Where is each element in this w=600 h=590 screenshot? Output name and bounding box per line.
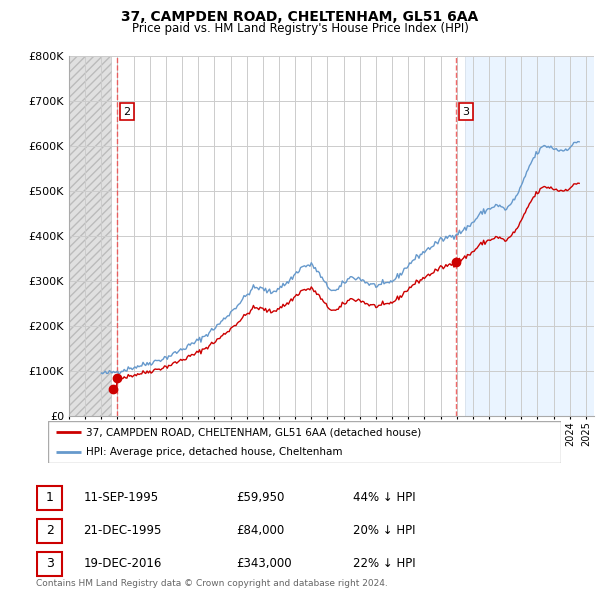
- Text: Contains HM Land Registry data © Crown copyright and database right 2024.
This d: Contains HM Land Registry data © Crown c…: [36, 579, 388, 590]
- Text: 11-SEP-1995: 11-SEP-1995: [83, 491, 158, 504]
- Bar: [37, 519, 62, 543]
- Text: 21-DEC-1995: 21-DEC-1995: [83, 525, 162, 537]
- Text: £59,950: £59,950: [236, 491, 285, 504]
- Text: 22% ↓ HPI: 22% ↓ HPI: [353, 557, 415, 571]
- Text: 37, CAMPDEN ROAD, CHELTENHAM, GL51 6AA: 37, CAMPDEN ROAD, CHELTENHAM, GL51 6AA: [121, 10, 479, 24]
- Text: £343,000: £343,000: [236, 557, 292, 571]
- Bar: [37, 486, 62, 510]
- Text: 3: 3: [463, 107, 470, 117]
- Text: 1: 1: [46, 491, 53, 504]
- Text: HPI: Average price, detached house, Cheltenham: HPI: Average price, detached house, Chel…: [86, 447, 343, 457]
- Text: Price paid vs. HM Land Registry's House Price Index (HPI): Price paid vs. HM Land Registry's House …: [131, 22, 469, 35]
- Text: £84,000: £84,000: [236, 525, 285, 537]
- Text: 20% ↓ HPI: 20% ↓ HPI: [353, 525, 415, 537]
- Text: 2: 2: [124, 107, 131, 117]
- Text: 19-DEC-2016: 19-DEC-2016: [83, 557, 162, 571]
- Bar: [37, 552, 62, 576]
- Bar: [69, 56, 110, 416]
- Bar: [465, 56, 594, 416]
- Text: 2: 2: [46, 525, 53, 537]
- Text: 3: 3: [46, 557, 53, 571]
- Text: 44% ↓ HPI: 44% ↓ HPI: [353, 491, 415, 504]
- Text: 37, CAMPDEN ROAD, CHELTENHAM, GL51 6AA (detached house): 37, CAMPDEN ROAD, CHELTENHAM, GL51 6AA (…: [86, 427, 422, 437]
